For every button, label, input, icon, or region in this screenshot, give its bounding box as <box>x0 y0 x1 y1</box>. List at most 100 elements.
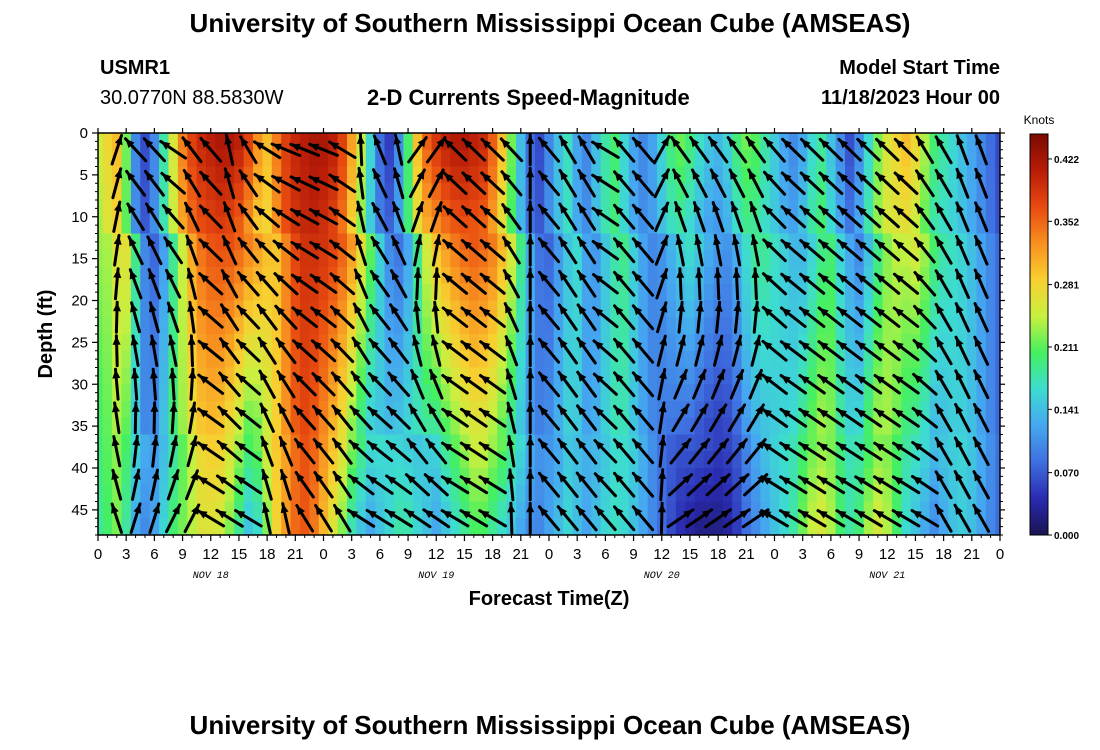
current-vector <box>197 339 224 362</box>
heatmap-cell <box>882 468 893 486</box>
heatmap-cell <box>788 283 799 302</box>
current-vector <box>892 407 920 428</box>
heatmap-cell <box>393 434 404 452</box>
heatmap-cell <box>647 133 658 151</box>
current-vector <box>934 135 953 165</box>
heatmap-cell <box>704 133 715 151</box>
heatmap-cell <box>675 384 686 402</box>
heatmap-cell <box>675 183 686 201</box>
x-tick-label: 9 <box>629 546 637 563</box>
heatmap-cell <box>572 216 583 235</box>
current-vector <box>835 441 864 461</box>
heatmap-cell <box>844 149 855 168</box>
heatmap-cell <box>882 250 893 268</box>
heatmap-cell <box>619 216 630 235</box>
y-tick-label: 25 <box>71 334 88 351</box>
current-vector <box>196 441 225 462</box>
current-vector <box>385 440 412 463</box>
heatmap-cell <box>985 451 996 469</box>
current-vector <box>913 237 936 264</box>
heatmap-cell <box>271 283 282 302</box>
heatmap-cell <box>403 367 414 385</box>
current-vector <box>166 301 180 333</box>
heatmap-cell <box>384 183 395 201</box>
heatmap-cell <box>262 451 273 469</box>
heatmap-cell <box>647 417 658 436</box>
heatmap-cell <box>976 350 987 369</box>
heatmap-cell <box>985 233 996 251</box>
heatmap-cell <box>826 133 837 151</box>
heatmap-cell <box>826 350 837 369</box>
heatmap-cell <box>948 317 959 335</box>
current-vector <box>526 200 535 234</box>
heatmap-cell <box>102 283 113 302</box>
current-vector <box>147 268 162 300</box>
current-vector <box>713 234 723 267</box>
heatmap-cell <box>337 200 348 218</box>
heatmap-cell <box>844 233 855 251</box>
heatmap-cell <box>337 401 348 419</box>
heatmap-cell <box>271 334 282 352</box>
heatmap-cell <box>328 283 339 302</box>
current-vector <box>799 272 826 295</box>
heatmap-cell <box>948 468 959 486</box>
heatmap-cell <box>469 300 480 318</box>
heatmap-cell <box>224 417 235 436</box>
heatmap-cell <box>393 250 404 268</box>
heatmap-cell <box>704 267 715 285</box>
heatmap-cell <box>290 200 301 218</box>
heatmap-cell <box>121 267 132 285</box>
current-vector <box>526 300 535 334</box>
current-vector <box>817 340 845 362</box>
heatmap-cell <box>487 250 498 268</box>
heatmap-cell <box>234 133 245 151</box>
heatmap-cell <box>741 233 752 251</box>
heatmap-cell <box>206 384 217 402</box>
heatmap-cell <box>553 200 564 218</box>
heatmap-cell <box>563 484 574 503</box>
heatmap-cell <box>393 384 404 402</box>
heatmap-cell <box>459 468 470 486</box>
heatmap-cell <box>215 334 226 352</box>
heatmap-cell <box>243 434 254 452</box>
current-vector <box>149 468 160 501</box>
heatmap-cell <box>722 216 733 235</box>
current-vector <box>112 367 121 401</box>
heatmap-cell <box>722 300 733 318</box>
current-vector <box>278 435 294 467</box>
heatmap-cell <box>356 501 367 519</box>
heatmap-cell <box>891 434 902 452</box>
heatmap-cell <box>403 283 414 302</box>
heatmap-cell <box>487 200 498 218</box>
heatmap-cell <box>985 350 996 369</box>
heatmap-cell <box>957 434 968 452</box>
heatmap-cell <box>694 417 705 436</box>
heatmap-cell <box>206 233 217 251</box>
heatmap-cell <box>497 367 508 385</box>
heatmap-cell <box>187 417 198 436</box>
heatmap-cell <box>553 367 564 385</box>
heatmap-cell <box>694 484 705 503</box>
current-vector <box>460 272 487 295</box>
heatmap-cell <box>497 518 508 535</box>
heatmap-cell <box>807 518 818 535</box>
heatmap-cell <box>318 317 329 335</box>
heatmap-cell <box>516 250 527 268</box>
current-vector <box>973 234 989 266</box>
heatmap-cell <box>713 501 724 519</box>
heatmap-cell <box>544 350 555 369</box>
heatmap-cell <box>638 200 649 218</box>
heatmap-cell <box>168 166 179 184</box>
current-vector <box>733 300 742 334</box>
heatmap-cell <box>816 468 827 486</box>
heatmap-cell <box>450 149 461 168</box>
heatmap-cell <box>497 166 508 184</box>
heatmap-cell <box>816 401 827 419</box>
current-vector <box>479 306 506 328</box>
heatmap-cell <box>563 216 574 235</box>
current-vector <box>913 304 937 330</box>
heatmap-cell <box>863 166 874 184</box>
heatmap-cell <box>938 334 949 352</box>
heatmap-cell <box>807 401 818 419</box>
heatmap-cell <box>948 149 959 168</box>
